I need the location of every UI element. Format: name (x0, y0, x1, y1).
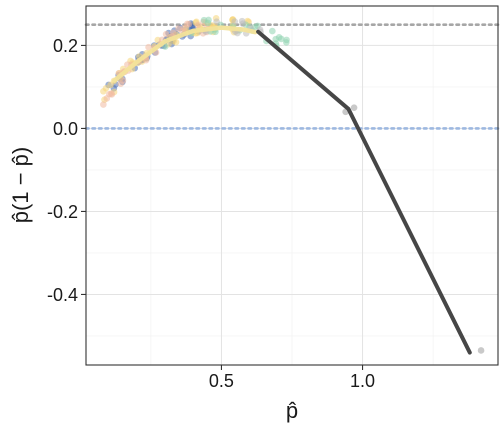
scatter-point (200, 16, 208, 24)
line-series-path (256, 29, 472, 355)
scatter-point (145, 43, 152, 51)
scatter-point (102, 85, 110, 92)
smooth-curve (111, 25, 258, 83)
scatter-point (283, 39, 290, 46)
scatter-point (231, 18, 239, 25)
scatter-point (269, 27, 276, 35)
scatter-point (477, 347, 485, 354)
scatter-point (213, 18, 220, 25)
scatter-point (117, 80, 125, 87)
scatter-point (106, 90, 113, 98)
y-tick-label: -0.4 (47, 285, 78, 305)
scatter-point (239, 20, 247, 27)
x-axis-label: p̂ (286, 398, 298, 423)
reference-lines (84, 23, 500, 130)
y-tick-label: 0.0 (53, 119, 78, 139)
scatter-point (194, 21, 202, 29)
scatter-point (175, 25, 182, 32)
y-axis-label: p̂(1 − p̂) (8, 147, 33, 223)
y-tick-label: 0.2 (53, 36, 78, 56)
x-tick-label: 1.0 (350, 371, 375, 391)
line-series (256, 29, 472, 355)
x-tick-label: 0.5 (209, 371, 234, 391)
smooth-curve-path (111, 25, 258, 83)
scatter-point (275, 34, 283, 41)
y-axis-ticks: 0.2 0.0 -0.2 -0.4 (47, 36, 86, 305)
scatter-point (350, 104, 358, 111)
panel-border (85, 5, 499, 366)
y-tick-label: -0.2 (47, 202, 78, 222)
scatter-point (180, 24, 188, 32)
scatter-point (100, 101, 107, 108)
x-axis-ticks: 0.5 1.0 (209, 365, 375, 391)
scatter-point (162, 30, 170, 38)
